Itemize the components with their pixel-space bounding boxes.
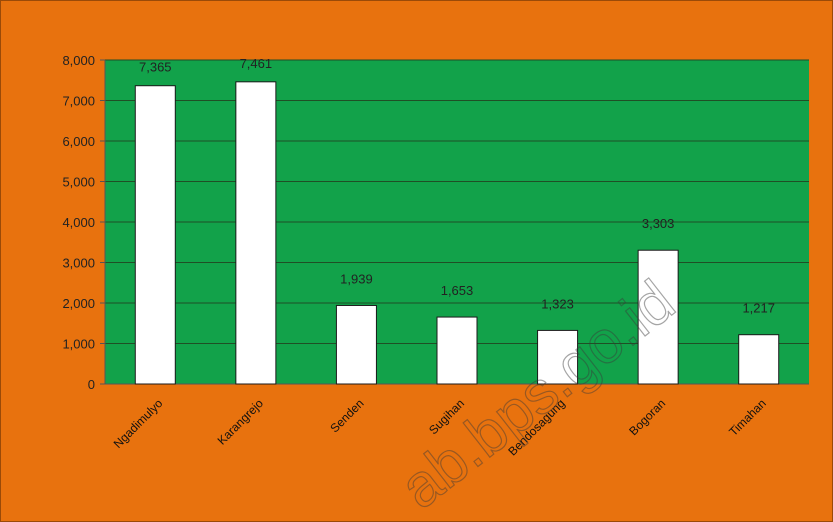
bars xyxy=(134,81,780,385)
bar-senden xyxy=(335,304,377,385)
data-label: 1,323 xyxy=(541,296,574,311)
y-tick-label: 3,000 xyxy=(62,256,95,271)
bar-karangrejo xyxy=(235,81,277,385)
y-tick-label: 4,000 xyxy=(62,215,95,230)
bar-bogoran xyxy=(637,249,679,385)
bar-ngadimulyo xyxy=(134,85,176,385)
y-tick-label: 8,000 xyxy=(62,53,95,68)
y-tick-label: 7,000 xyxy=(62,94,95,109)
y-tick-label: 0 xyxy=(88,377,95,392)
data-label: 7,365 xyxy=(139,60,172,75)
bar-bendosagung xyxy=(537,329,579,385)
gridlines xyxy=(105,59,809,344)
bar-timahan xyxy=(738,334,780,385)
y-tick-label: 6,000 xyxy=(62,134,95,149)
y-axis: 0 1,000 2,000 3,000 4,000 5,000 6,000 7,000 8,00… xyxy=(62,53,809,392)
y-tick-label: 1,000 xyxy=(62,337,95,352)
data-label: 1,653 xyxy=(441,283,474,298)
data-label: 1,939 xyxy=(340,271,373,286)
data-labels: 7,365 7,461 1,939 1,653 1,323 3,303 1,217 xyxy=(139,56,775,316)
y-tick-label: 5,000 xyxy=(62,175,95,190)
data-label: 7,461 xyxy=(240,56,273,71)
data-label: 1,217 xyxy=(742,301,775,316)
data-label: 3,303 xyxy=(642,216,675,231)
y-tick-label: 2,000 xyxy=(62,296,95,311)
bar-sugihan xyxy=(436,316,478,385)
